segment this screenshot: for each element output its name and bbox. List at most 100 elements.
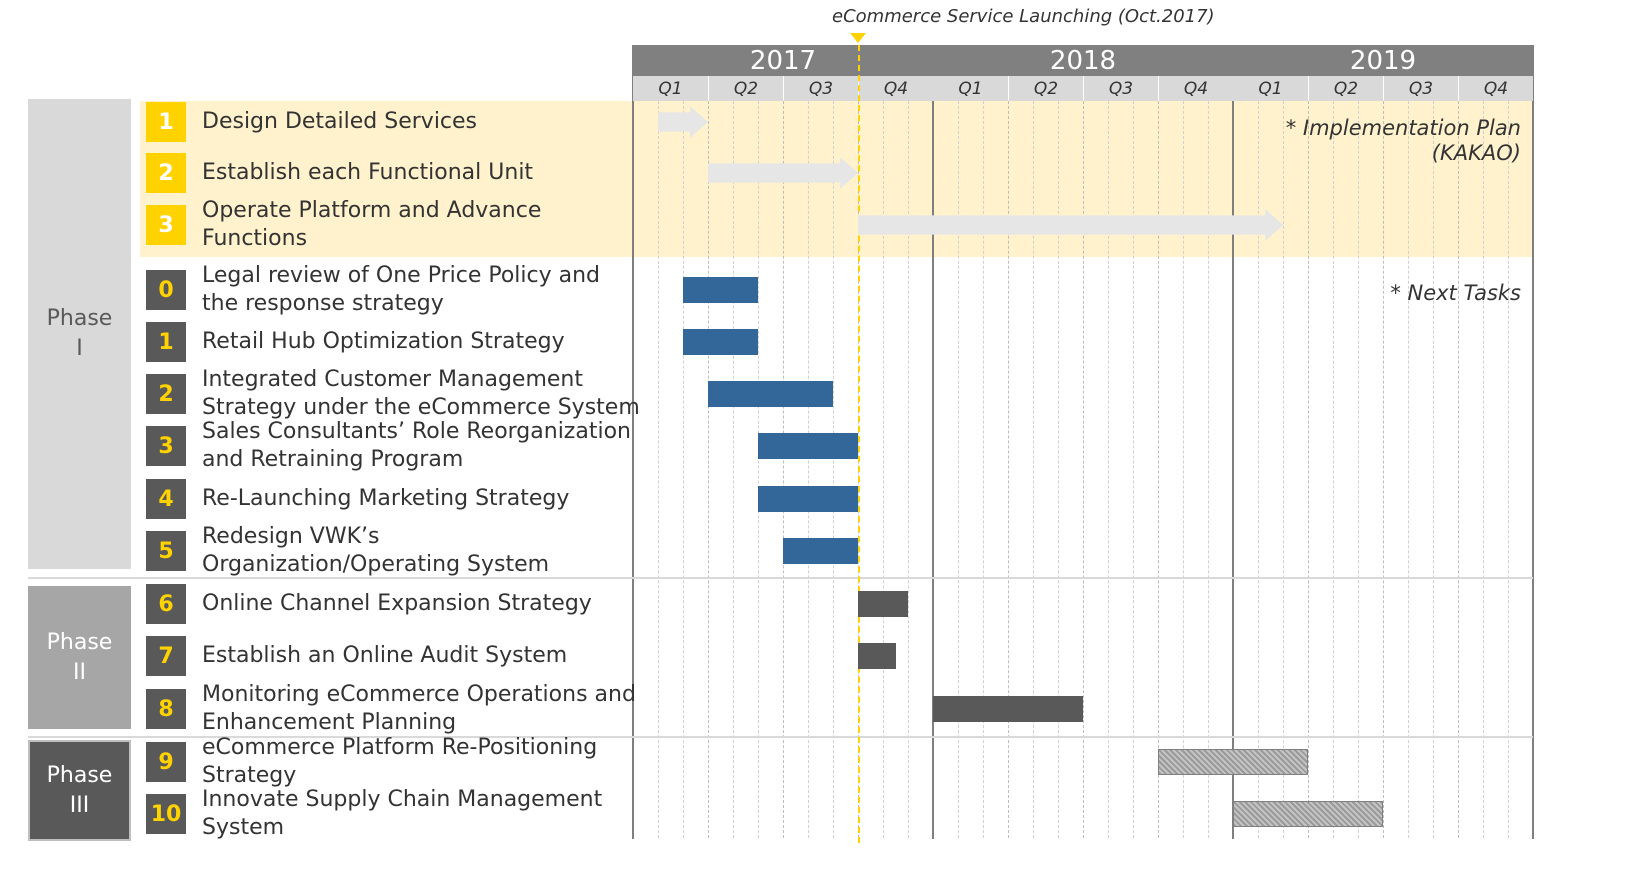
grid-year-line bbox=[632, 45, 634, 839]
grid-quarter-line bbox=[1008, 76, 1009, 838]
grid-month-line bbox=[958, 101, 959, 838]
phase-label-line2: II bbox=[73, 659, 86, 685]
year-header-2017: 2017 bbox=[633, 45, 933, 76]
quarter-header: Q3 bbox=[783, 76, 858, 101]
grid-month-line bbox=[1058, 101, 1059, 838]
phase-label-text: Phase I bbox=[47, 304, 113, 364]
grid-month-line bbox=[733, 101, 734, 838]
task-bar bbox=[758, 486, 858, 512]
grid-month-line bbox=[1183, 101, 1184, 838]
quarter-header: Q2 bbox=[1308, 76, 1383, 101]
task-number-badge: 5 bbox=[146, 531, 186, 571]
task-number-badge: 7 bbox=[146, 636, 186, 676]
task-bar bbox=[683, 277, 759, 303]
task-number-badge: 1 bbox=[146, 102, 186, 142]
quarter-header: Q4 bbox=[1158, 76, 1233, 101]
task-label: Strategy bbox=[202, 763, 297, 788]
task-bar bbox=[783, 538, 858, 564]
quarter-header: Q1 bbox=[933, 76, 1008, 101]
grid-month-line bbox=[1208, 101, 1209, 838]
launch-label: eCommerce Service Launching (Oct.2017) bbox=[832, 6, 1215, 27]
implementation-plan-note-kakao: (KAKAO) bbox=[1431, 141, 1521, 165]
task-label: and Retraining Program bbox=[202, 447, 464, 472]
quarter-header: Q2 bbox=[1008, 76, 1083, 101]
grid-quarter-line bbox=[708, 76, 709, 838]
task-label: Establish an Online Audit System bbox=[202, 643, 568, 668]
quarter-header: Q3 bbox=[1083, 76, 1158, 101]
task-number-badge: 6 bbox=[146, 584, 186, 624]
task-number-badge: 2 bbox=[146, 153, 186, 193]
task-number-badge: 3 bbox=[146, 426, 186, 466]
task-label: Enhancement Planning bbox=[202, 710, 457, 735]
phase-label-text: Phase II bbox=[47, 628, 113, 688]
group-separator bbox=[28, 736, 1533, 738]
phase-label-line2: I bbox=[76, 336, 83, 361]
task-label: System bbox=[202, 815, 285, 840]
phase-label-1: Phase I bbox=[28, 99, 131, 569]
grid-month-line bbox=[658, 101, 659, 838]
phase-label-text: Phase III bbox=[47, 761, 113, 821]
grid-year-line bbox=[932, 45, 934, 839]
quarter-header: Q3 bbox=[1383, 76, 1458, 101]
grid-quarter-line bbox=[1158, 76, 1159, 838]
task-label: Innovate Supply Chain Management bbox=[202, 787, 603, 812]
grid-quarter-line bbox=[1383, 76, 1384, 838]
task-label: Online Channel Expansion Strategy bbox=[202, 591, 592, 616]
task-label: Monitoring eCommerce Operations and bbox=[202, 682, 636, 707]
grid-month-line bbox=[1408, 101, 1409, 838]
task-number-badge: 10 bbox=[146, 794, 186, 834]
task-number-badge: 0 bbox=[146, 270, 186, 310]
phase-label-3: Phase III bbox=[28, 740, 131, 841]
task-number-badge: 3 bbox=[146, 205, 186, 245]
grid-month-line bbox=[1358, 101, 1359, 838]
task-bar bbox=[758, 433, 858, 459]
phase-label-line1: Phase bbox=[46, 306, 113, 331]
group-separator bbox=[28, 577, 1533, 579]
task-label: Operate Platform and Advance bbox=[202, 198, 542, 223]
grid-month-line bbox=[908, 101, 909, 838]
task-number-badge: 8 bbox=[146, 689, 186, 729]
task-label: Strategy under the eCommerce System bbox=[202, 395, 640, 420]
launch-marker-triangle bbox=[850, 33, 866, 43]
grid-quarter-line bbox=[1083, 76, 1084, 838]
implementation-plan-note: * Implementation Plan bbox=[1285, 116, 1521, 140]
quarter-header: Q2 bbox=[708, 76, 783, 101]
phase-label-line2: III bbox=[69, 792, 90, 818]
task-label: Establish each Functional Unit bbox=[202, 160, 534, 185]
phase-label-line1: Phase bbox=[46, 762, 113, 788]
task-bar bbox=[858, 643, 896, 669]
task-number-badge: 1 bbox=[146, 322, 186, 362]
task-number-badge: 4 bbox=[146, 479, 186, 519]
next-tasks-note: * Next Tasks bbox=[1390, 281, 1521, 305]
task-number-badge: 2 bbox=[146, 374, 186, 414]
quarter-header: Q4 bbox=[858, 76, 933, 101]
task-label: Redesign VWK’s bbox=[202, 524, 380, 549]
task-label: eCommerce Platform Re-Positioning bbox=[202, 735, 598, 760]
task-label: Legal review of One Price Policy and bbox=[202, 263, 601, 288]
grid-month-line bbox=[1033, 101, 1034, 838]
grid-month-line bbox=[1258, 101, 1259, 838]
task-label: Retail Hub Optimization Strategy bbox=[202, 329, 565, 354]
phase-label-line1: Phase bbox=[46, 629, 113, 655]
task-bar bbox=[933, 696, 1083, 722]
task-label: Organization/Operating System bbox=[202, 552, 550, 577]
grid-month-line bbox=[1108, 101, 1109, 838]
grid-month-line bbox=[1508, 101, 1509, 838]
quarter-header: Q1 bbox=[1233, 76, 1308, 101]
grid-month-line bbox=[1433, 101, 1434, 838]
task-label: the response strategy bbox=[202, 291, 444, 316]
task-bar-hatched bbox=[1158, 749, 1308, 775]
grid-quarter-line bbox=[1458, 76, 1459, 838]
task-label: Integrated Customer Management bbox=[202, 367, 583, 392]
task-bar bbox=[858, 591, 909, 617]
task-bar bbox=[708, 381, 834, 407]
grid-month-line bbox=[758, 101, 759, 838]
year-header-2019: 2019 bbox=[1233, 45, 1533, 76]
grid-month-line bbox=[1133, 101, 1134, 838]
task-label: Re-Launching Marketing Strategy bbox=[202, 486, 570, 511]
grid-month-line bbox=[883, 101, 884, 838]
grid-month-line bbox=[808, 101, 809, 838]
phase-label-2: Phase II bbox=[28, 586, 131, 729]
quarter-header: Q1 bbox=[633, 76, 708, 101]
